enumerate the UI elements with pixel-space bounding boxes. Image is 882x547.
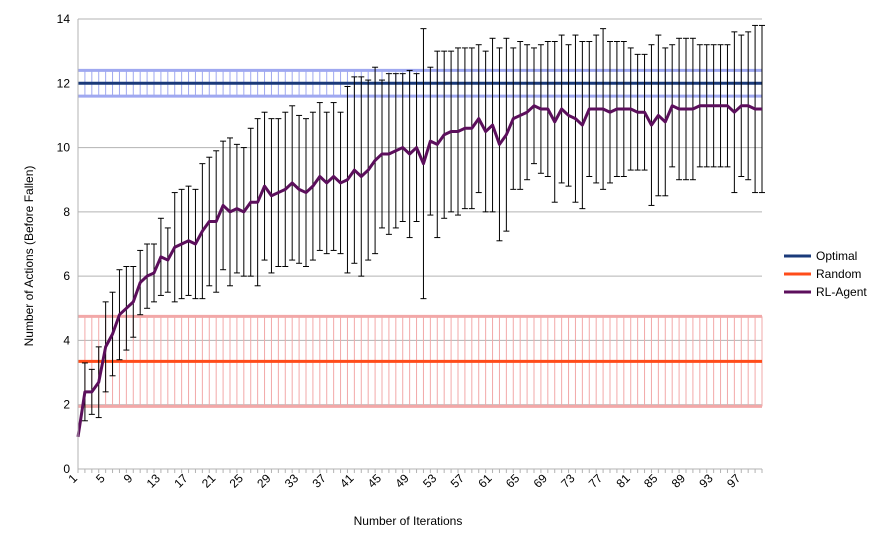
y-tick-label: 0 [63,462,70,476]
x-tick-label: 5 [93,471,108,486]
x-tick-label: 37 [310,471,330,491]
y-tick-label: 4 [63,333,70,347]
y-tick-label: 10 [57,141,71,155]
x-tick-label: 69 [531,471,551,491]
x-tick-label: 97 [724,471,744,491]
grid-lines [78,18,762,406]
y-tick-label: 8 [63,205,70,219]
x-tick-label: 81 [614,471,634,491]
x-tick-label: 89 [669,471,689,491]
x-tick-label: 61 [475,471,495,491]
x-tick-label: 85 [641,471,661,491]
axes [77,19,763,473]
legend-label-optimal: Optimal [816,249,857,263]
x-tick-label: 53 [420,471,440,491]
x-axis-title: Number of Iterations [354,514,463,528]
x-tick-label: 73 [558,471,578,491]
y-tick-label: 12 [57,76,71,90]
x-tick-label: 21 [199,471,219,491]
rl-agent-line [76,104,762,438]
x-tick-label: 33 [282,471,302,491]
legend: Optimal Random RL-Agent [784,249,867,299]
x-tick-label: 45 [365,471,385,491]
x-tick-label: 13 [144,471,164,491]
x-tick-label: 65 [503,471,523,491]
x-tick-label: 41 [337,471,357,491]
reference-lines [78,81,762,363]
x-tick-label: 9 [121,471,136,486]
x-tick-label: 17 [171,471,191,491]
x-tick-labels: 1 5 9 13 17 21 25 29 33 37 41 45 49 53 57 61 65 69 73 77 81 8… [65,471,743,491]
x-tick-label: 57 [448,471,468,491]
legend-label-random: Random [816,267,861,281]
y-tick-labels: 0 2 4 6 8 10 12 14 [57,12,71,476]
x-tick-label: 1 [65,471,80,486]
x-tick-label: 25 [227,471,247,491]
y-axis-title: Number of Actions (Before Fallen) [22,166,36,347]
legend-label-rl-agent: RL-Agent [816,285,867,299]
x-tick-label: 29 [254,471,274,491]
x-tick-label: 77 [586,471,606,491]
y-tick-label: 6 [63,269,70,283]
x-tick-label: 93 [696,471,716,491]
rl-agent-series [76,104,762,438]
error-bands [77,68,763,408]
y-tick-label: 2 [63,398,70,412]
x-tick-label: 49 [392,471,412,491]
y-tick-label: 14 [57,12,71,26]
